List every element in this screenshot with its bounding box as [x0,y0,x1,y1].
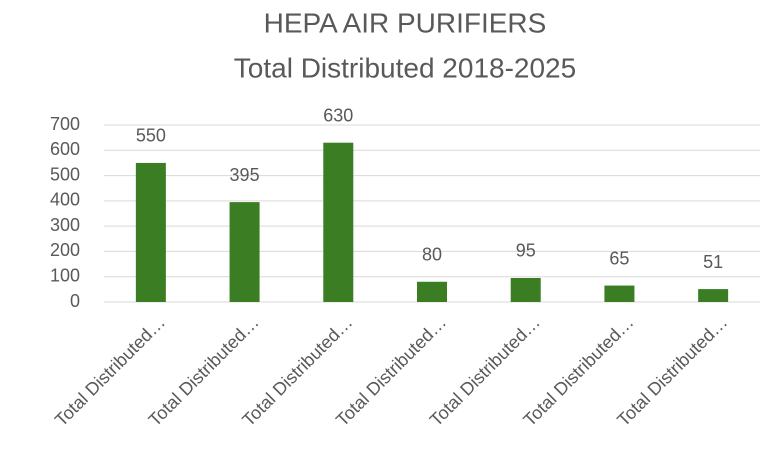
y-tick-label: 500 [50,164,80,184]
data-label: 80 [422,245,442,265]
bar [510,277,541,302]
bar [323,142,354,302]
y-tick-label: 0 [70,291,80,311]
y-tick-label: 300 [50,215,80,235]
chart-subtitle: Total Distributed 2018-2025 [234,52,576,83]
y-tick-label: 400 [50,190,80,210]
chart-title: HEPA AIR PURIFIERS [264,7,547,38]
data-label: 95 [516,241,536,261]
data-label: 395 [230,165,260,185]
y-tick-label: 200 [50,240,80,260]
bar [417,281,447,302]
bar [135,162,166,302]
bar [604,285,635,302]
y-tick-label: 100 [50,265,80,285]
y-tick-label: 700 [50,114,80,134]
bar [229,202,260,302]
data-label: 630 [323,105,353,125]
y-tick-label: 600 [50,139,80,159]
data-label: 550 [136,126,166,146]
data-label: 65 [609,248,629,268]
data-label: 51 [703,252,723,272]
bar [698,289,729,302]
